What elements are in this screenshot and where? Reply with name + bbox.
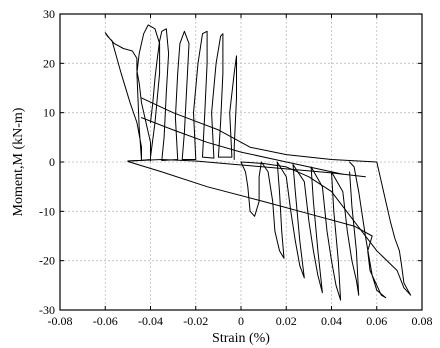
- hysteresis-series-6: [127, 159, 366, 178]
- hysteresis-series-3: [127, 161, 387, 299]
- y-axis-tick-labels: -30 -20 -10 0 10 20 30: [39, 7, 55, 317]
- y-tick-label: 30: [43, 7, 55, 21]
- y-tick-label: 20: [43, 56, 55, 70]
- x-tick-label: 0.08: [412, 314, 433, 328]
- x-tick-label: 0.02: [276, 314, 297, 328]
- x-tick-label: -0.06: [93, 314, 118, 328]
- axis-ticks: [59, 13, 423, 311]
- y-tick-label: 10: [43, 106, 55, 120]
- hysteresis-series-1: [104, 24, 161, 162]
- x-axis-tick-labels: -0.08 -0.06 -0.04 -0.02 0 0.02 0.04 0.06 0.08: [48, 314, 433, 328]
- x-tick-label: 0.06: [366, 314, 387, 328]
- x-tick-label: -0.02: [183, 314, 208, 328]
- x-tick-label: -0.08: [48, 314, 73, 328]
- y-tick-label: -20: [39, 254, 55, 268]
- hysteresis-series-7: [141, 117, 344, 175]
- hysteresis-curves: [104, 24, 412, 301]
- y-tick-label: -30: [39, 303, 55, 317]
- x-tick-label: -0.04: [138, 314, 163, 328]
- y-tick-label: -10: [39, 204, 55, 218]
- x-axis-title: Strain (%): [212, 331, 270, 346]
- x-tick-label: 0: [238, 314, 244, 328]
- y-axis-title: Moment,M (kN-m): [11, 107, 26, 216]
- hysteresis-series-4: [150, 28, 237, 161]
- x-tick-label: 0.04: [321, 314, 342, 328]
- y-tick-label: 0: [49, 155, 55, 169]
- hysteresis-series-2: [141, 97, 412, 296]
- hysteresis-series-5: [240, 161, 360, 301]
